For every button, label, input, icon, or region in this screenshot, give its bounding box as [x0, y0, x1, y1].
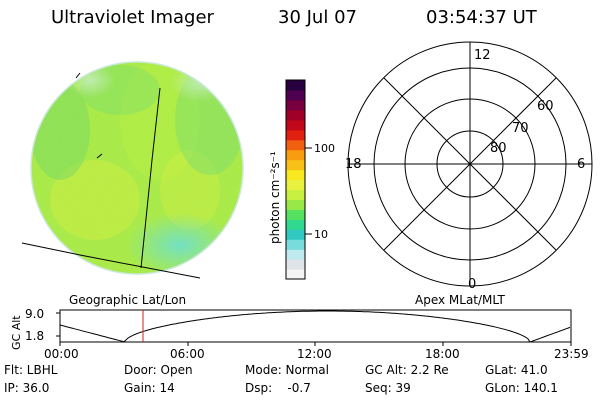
- color-bar-frame: [285, 79, 306, 280]
- status-ip: IP: 36.0: [4, 381, 50, 395]
- status-mode: Mode: Normal: [245, 363, 329, 377]
- orbit-xtick-2359: 23:59: [554, 347, 589, 361]
- orbit-xtick-1800: 18:00: [425, 347, 460, 361]
- mlt-label-12: 12: [474, 48, 491, 63]
- status-glon: GLon: 140.1: [485, 381, 558, 395]
- color-bar-band: [286, 139, 305, 151]
- polar-diagonal-b: [383, 77, 557, 251]
- mlt-label-6: 6: [577, 157, 585, 172]
- lat-label-80: 80: [490, 141, 507, 156]
- color-bar-band: [286, 249, 305, 260]
- status-door: Door: Open: [124, 363, 193, 377]
- geographic-grid: [21, 72, 201, 279]
- geographic-grid-label: Geographic Lat/Lon: [69, 293, 187, 307]
- status-gain: Gain: 14: [124, 381, 175, 395]
- orbit-xtick-0000: 00:00: [44, 347, 79, 361]
- orbit-xtick-1200: 12:00: [297, 347, 332, 361]
- color-bar: [286, 80, 305, 280]
- status-glat: GLat: 41.0: [485, 363, 548, 377]
- apex-grid-label: Apex MLat/MLT: [415, 293, 505, 307]
- color-bar-band: [286, 89, 305, 101]
- color-bar-band: [286, 259, 305, 270]
- status-seq: Seq: 39: [365, 381, 411, 395]
- color-bar-ticks: [305, 147, 312, 235]
- color-bar-band: [286, 149, 305, 161]
- orbit-xtick-0600: 06:00: [170, 347, 205, 361]
- orbit-plot-ticks: [56, 312, 572, 346]
- color-bar-band: [286, 229, 305, 240]
- color-bar-band: [286, 99, 305, 111]
- color-bar-band: [286, 119, 305, 131]
- earth-uv-image: [31, 62, 243, 274]
- orbit-ytick-9: 9.0: [25, 307, 45, 321]
- color-bar-band: [286, 169, 305, 181]
- lat-label-70: 70: [512, 121, 529, 136]
- color-bar-band: [286, 109, 305, 121]
- color-bar-band: [286, 209, 305, 220]
- image-date: 30 Jul 07: [278, 7, 357, 28]
- orbit-plot-frame: [59, 309, 572, 343]
- mlt-label-18: 18: [345, 157, 362, 172]
- status-gc-alt: GC Alt: 2.2 Re: [365, 363, 449, 377]
- color-bar-band: [286, 129, 305, 141]
- color-bar-band: [286, 199, 305, 210]
- color-bar-band: [286, 80, 305, 91]
- instrument-title: Ultraviolet Imager: [51, 7, 214, 28]
- color-bar-band: [286, 219, 305, 230]
- color-bar-band: [286, 179, 305, 191]
- mlt-label-0: 0: [468, 277, 476, 292]
- color-bar-band: [286, 269, 305, 280]
- earth-limb: [30, 61, 244, 275]
- orbit-ytick-1-8: 1.8: [25, 329, 45, 343]
- polar-plot: [347, 41, 593, 287]
- color-bar-unit-label: photon cm⁻²s⁻¹: [268, 151, 282, 244]
- orbit-altitude-curve: [59, 310, 571, 343]
- status-dsp: Dsp: -0.7: [245, 381, 311, 395]
- color-bar-tick-100: 100: [314, 142, 335, 155]
- color-bar-band: [286, 239, 305, 250]
- color-bar-tick-10: 10: [314, 228, 328, 241]
- orbit-ylabel: GC Alt: [10, 315, 23, 350]
- color-bar-band: [286, 189, 305, 200]
- color-bar-band: [286, 159, 305, 171]
- status-filter: Flt: LBHL: [4, 363, 58, 377]
- lat-label-60: 60: [537, 99, 554, 114]
- image-time: 03:54:37 UT: [426, 7, 537, 28]
